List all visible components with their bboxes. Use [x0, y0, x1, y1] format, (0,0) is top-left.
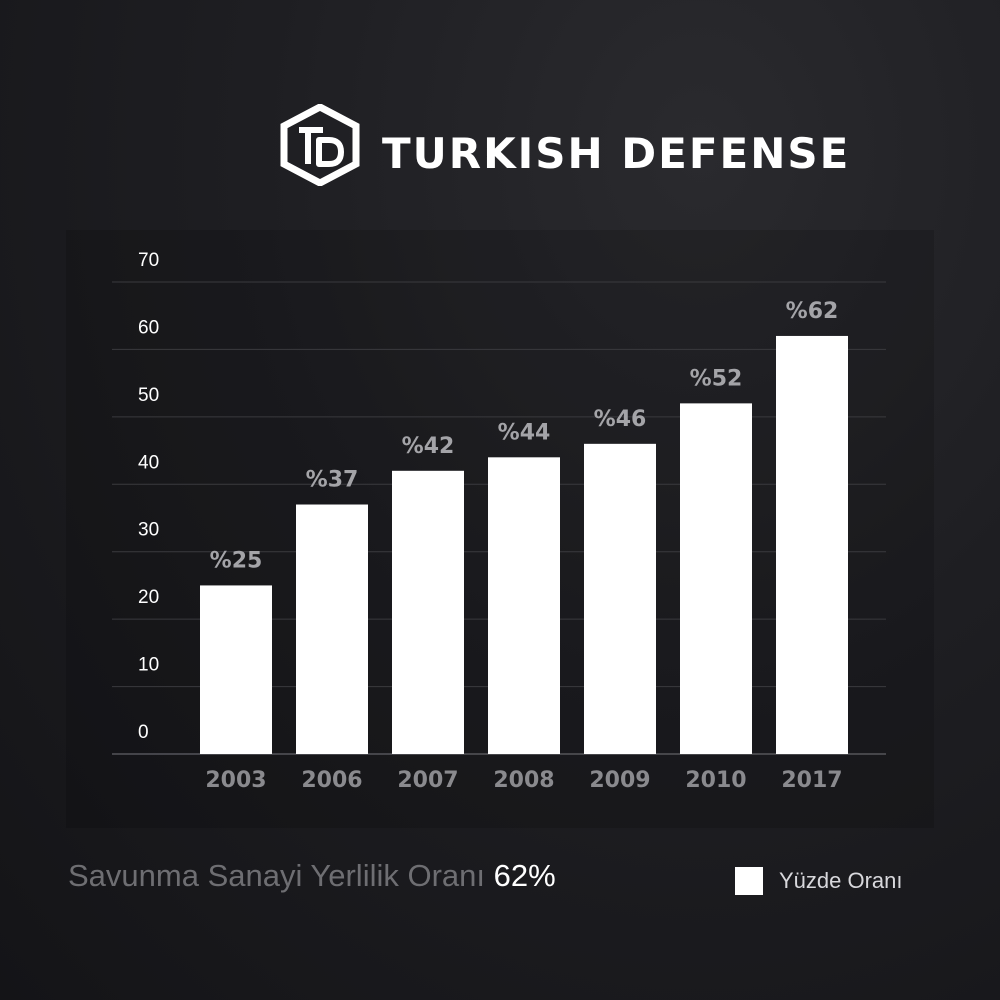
- x-tick-label-2008: 2008: [493, 768, 554, 793]
- legend-swatch: [735, 867, 763, 895]
- data-label-2003: %25: [210, 548, 263, 573]
- bar-2003: [200, 585, 272, 754]
- y-tick-label-30: 30: [138, 520, 159, 541]
- x-tick-label-2007: 2007: [397, 768, 458, 793]
- brand-name: TURKISH DEFENSE: [382, 129, 851, 178]
- y-tick-label-70: 70: [138, 250, 159, 271]
- data-label-2009: %46: [594, 407, 647, 432]
- bar-2007: [392, 470, 464, 754]
- y-tick-label-0: 0: [138, 722, 149, 743]
- legend-label: Yüzde Oranı: [779, 868, 903, 893]
- bar-2017: [776, 335, 848, 754]
- bar-2010: [680, 403, 752, 754]
- x-tick-label-2017: 2017: [781, 768, 842, 793]
- data-label-2007: %42: [402, 434, 455, 459]
- y-tick-label-40: 40: [138, 452, 159, 473]
- brand-logo-icon: [280, 104, 360, 186]
- footer-caption-value: 62%: [493, 858, 556, 893]
- data-label-2006: %37: [306, 468, 359, 493]
- data-label-2010: %52: [690, 366, 743, 391]
- y-tick-label-50: 50: [138, 385, 159, 406]
- footer-caption: Savunma Sanayi Yerlilik Oranı 62%: [68, 858, 556, 894]
- bar-2008: [488, 457, 560, 754]
- data-label-2008: %44: [498, 420, 551, 445]
- y-tick-label-60: 60: [138, 317, 159, 338]
- footer-caption-text: Savunma Sanayi Yerlilik Oranı: [68, 858, 486, 893]
- bar-2006: [296, 504, 368, 754]
- bar-2009: [584, 443, 656, 754]
- x-tick-label-2009: 2009: [589, 768, 650, 793]
- x-tick-label-2010: 2010: [685, 768, 746, 793]
- y-tick-label-20: 20: [138, 587, 159, 608]
- y-tick-label-10: 10: [138, 655, 159, 676]
- x-tick-label-2003: 2003: [205, 768, 266, 793]
- x-tick-label-2006: 2006: [301, 768, 362, 793]
- data-label-2017: %62: [786, 299, 839, 324]
